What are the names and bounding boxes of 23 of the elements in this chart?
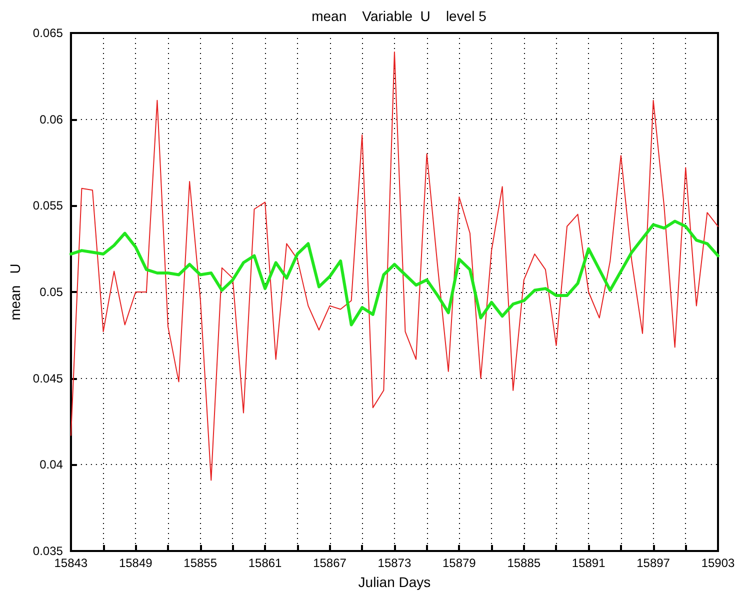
y-axis-title: mean U xyxy=(7,264,23,320)
x-tick-label: 15849 xyxy=(118,556,153,570)
chart-title: mean Variable U level 5 xyxy=(312,8,487,24)
x-tick-label: 15885 xyxy=(507,556,541,570)
y-tick-label: 0.05 xyxy=(40,285,64,299)
x-tick-label: 15903 xyxy=(701,556,736,570)
y-tick-label: 0.045 xyxy=(32,371,64,386)
y-tick-label: 0.035 xyxy=(32,544,64,558)
x-tick-label: 15873 xyxy=(378,556,412,570)
x-tick-label: 15879 xyxy=(442,556,476,570)
x-tick-label: 15867 xyxy=(313,556,347,570)
x-tick-label: 15861 xyxy=(248,556,282,570)
y-tick-label: 0.06 xyxy=(40,112,64,126)
x-tick-label: 15897 xyxy=(636,556,670,570)
line-series xyxy=(70,51,718,481)
line-series xyxy=(69,220,720,326)
y-tick-label: 0.055 xyxy=(32,198,64,213)
x-tick-label: 15891 xyxy=(572,556,606,570)
y-tick-label: 0.065 xyxy=(32,26,64,40)
x-tick-label: 15843 xyxy=(54,556,88,570)
y-tick-label: 0.04 xyxy=(40,458,64,472)
x-axis-title: Julian Days xyxy=(358,574,431,590)
x-tick-label: 15855 xyxy=(184,556,218,570)
